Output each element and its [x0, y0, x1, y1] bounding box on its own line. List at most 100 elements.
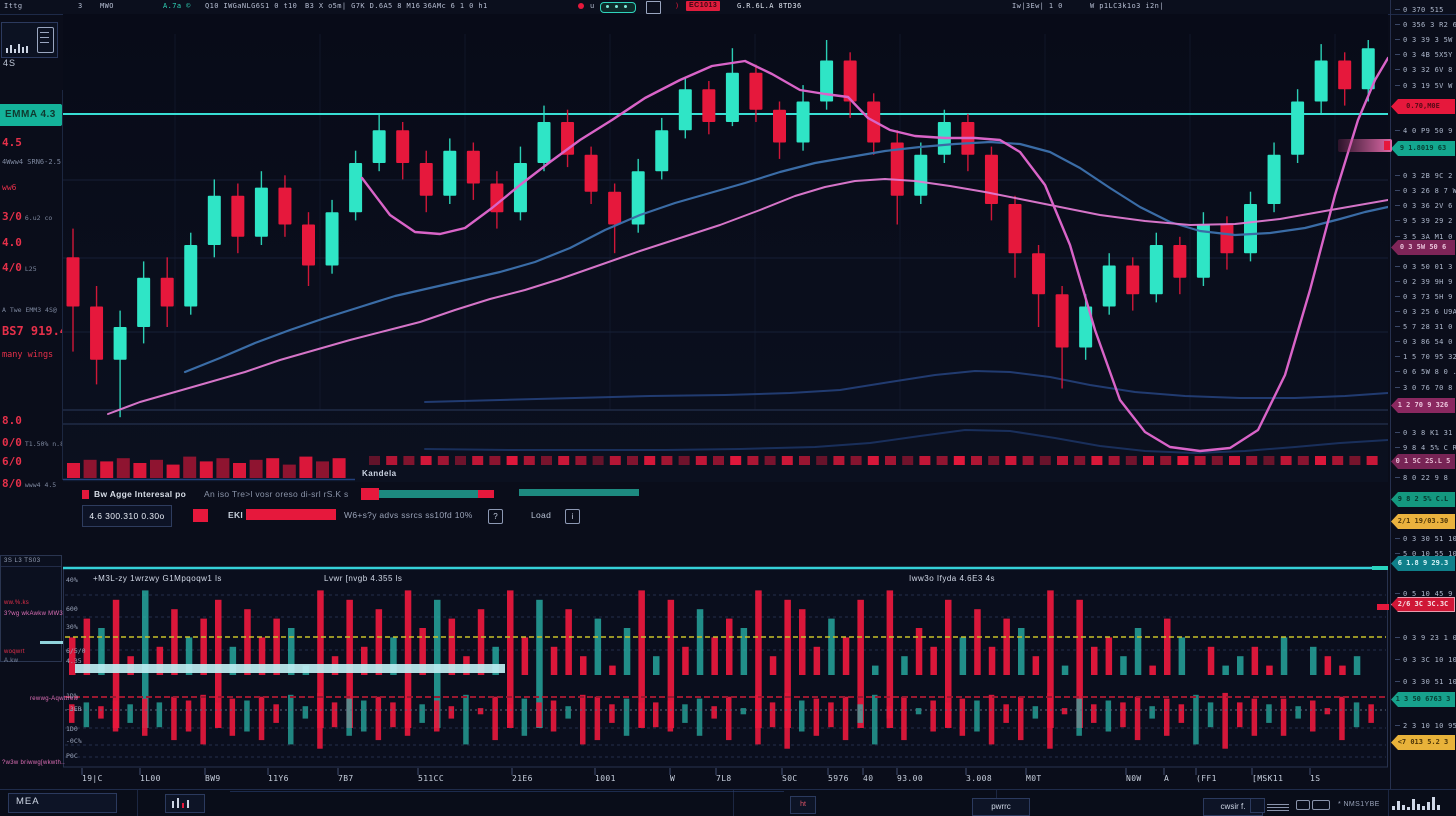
legend-chip [193, 509, 208, 522]
sidebar-quote: 4/0 L25 [2, 261, 37, 274]
price-label: 0 2 39 9H 9 6 [1395, 278, 1456, 286]
time-axis-label: 7L8 [716, 774, 732, 783]
price-label: 0 3 2B 9C 2 6 [1395, 172, 1456, 180]
legend-swatch [82, 490, 89, 499]
candle [443, 150, 457, 196]
panel-title: 3S L3 TS03 [1, 556, 61, 567]
toggle-pill[interactable] [600, 2, 636, 13]
tool-button-2[interactable]: pwrrc [972, 798, 1030, 816]
topbar-text: MWO [100, 2, 114, 10]
candle [490, 183, 504, 213]
candle [1126, 265, 1140, 295]
price-label: 5 0 10 55 10 [1395, 550, 1456, 558]
price-label: 0 6 5W 8 0 .5 [1395, 368, 1456, 376]
candle [302, 224, 315, 266]
chart-style-button[interactable] [165, 794, 205, 813]
price-label: 9 5 39 29 2 0 [1395, 217, 1456, 225]
sidebar-label: 4S [3, 58, 17, 68]
panel-line: 3?wg wkAwkw MW3wswrw [4, 611, 83, 617]
price-label: 1 5 70 95 326 [1395, 353, 1456, 361]
divider [230, 791, 784, 792]
timeframe-button[interactable]: MEA [8, 793, 117, 813]
candle [890, 142, 904, 196]
candle [419, 163, 433, 196]
panel-line: ww.%.ks [4, 600, 30, 606]
time-axis-label: (FF1 [1196, 774, 1217, 783]
lower-indicator-panel[interactable] [63, 560, 1388, 792]
candle [631, 171, 645, 225]
window-icon [37, 27, 54, 53]
topbar-text: ) [675, 2, 680, 10]
sidebar-note: ?w3w briwwg[wkwth.. [2, 760, 66, 766]
panel-line: woqwrt [4, 649, 25, 655]
topbar-text: 3 [78, 2, 83, 10]
candle [1361, 48, 1375, 90]
layout-pill-1[interactable] [1296, 800, 1310, 810]
time-axis-label: 5976 [828, 774, 849, 783]
price-label: 0 3 39 3 5W [1395, 36, 1453, 44]
layout-pill-2[interactable] [1312, 800, 1330, 810]
price-label: 4 0 P9 50 9 1 [1395, 127, 1456, 135]
candle [1032, 253, 1046, 295]
price-tag: 2/1 19/03.30 [1391, 514, 1455, 529]
candle [372, 130, 386, 163]
candle [1244, 204, 1257, 254]
candle [325, 212, 339, 266]
lower-panel-svg [63, 566, 1388, 775]
scale-label: 600 [66, 605, 78, 613]
price-tag: 0 3 5W 50 6 [1391, 240, 1455, 255]
time-axis-label: 3.008 [966, 774, 993, 783]
candle [137, 277, 151, 327]
candle [254, 187, 268, 237]
price-tag: 6 1.8 9 29.3 [1391, 556, 1455, 571]
price-label: 0 370 515 [1395, 6, 1444, 14]
price-level-tag: EMMA 4.3 [0, 104, 70, 126]
time-axis-label: N0W [1126, 774, 1142, 783]
time-axis-label: 1001 [595, 774, 616, 783]
load-button[interactable]: Load [531, 510, 552, 520]
time-axis-label: 511CC [418, 774, 445, 783]
topbar-icon[interactable] [646, 1, 661, 14]
tool-button-1[interactable]: ht [790, 796, 816, 814]
topbar-text: u [590, 2, 595, 10]
grid-icon[interactable] [1250, 798, 1265, 813]
price-tag: 0.70,M0E [1391, 99, 1455, 114]
sidebar-quote: ww6 [2, 183, 17, 192]
scale-label: P0C [66, 752, 78, 760]
candle [1291, 101, 1305, 155]
sidebar-quote: many wings [2, 350, 54, 360]
topbar-text: W p1LC3k1o3 i2n| [1090, 2, 1164, 10]
legend-series-name: Bw Agge Interesal po [94, 489, 187, 499]
info-icon[interactable]: ? [488, 509, 503, 524]
price-tag: 9 8 2 5% C.L [1391, 492, 1455, 507]
main-candlestick-chart[interactable] [63, 14, 1388, 482]
candle [231, 195, 245, 237]
scale-label: 6/5/0 [66, 647, 86, 655]
price-label: 0 3 36 2V 6 W [1395, 202, 1456, 210]
price-label: 0 3 73 5H 9 6 [1395, 293, 1456, 301]
price-tag: 1 2 70 9 326 [1391, 398, 1455, 413]
sidebar-quote: 3/0 6.u2 co [2, 210, 53, 223]
sidebar-quote: A Twe EMM3 4S@ [2, 306, 57, 314]
candle [513, 163, 527, 213]
watchlist-mini-panel[interactable] [1, 22, 58, 58]
info-icon-2[interactable]: i [565, 509, 580, 524]
divider [62, 90, 63, 480]
candle [702, 89, 716, 122]
candle [396, 130, 410, 163]
sidebar-info-panel[interactable]: 3S L3 TS03 ww.%.ks 3?wg wkAwkw MW3wswrw wo… [0, 555, 82, 664]
price-axis[interactable]: 0 370 515 0 356 3 R2 6 0 3 39 3 5W 0 3 4B 5… [1390, 0, 1456, 792]
price-label: 0 3 30 51 10 [1395, 535, 1456, 543]
sidebar-quote: 4.0 [2, 236, 22, 249]
indicator-title-3: Iww3o Ifyda 4.6E3 4s [909, 574, 996, 583]
sidebar-quote: 8/0 www4 4.5 [2, 477, 57, 490]
rows-icon[interactable] [1267, 802, 1289, 813]
sidebar-quote: 0/0 T1.50% n.85 [2, 436, 68, 449]
candle [820, 60, 834, 102]
indicator-title-1: +M3L-zy 1wrzwy G1Mpqoqw1 ls [93, 574, 222, 583]
price-label: 3 0 76 70 8 5K [1395, 384, 1456, 392]
price-label: 3 5 3A M1 0 3 [1395, 233, 1456, 241]
status-note: * NMS1YBE [1338, 801, 1380, 808]
topbar-text: A.7a © [163, 2, 191, 10]
sidebar-quote: 4Www4 SRN6-2.5 [2, 158, 62, 166]
